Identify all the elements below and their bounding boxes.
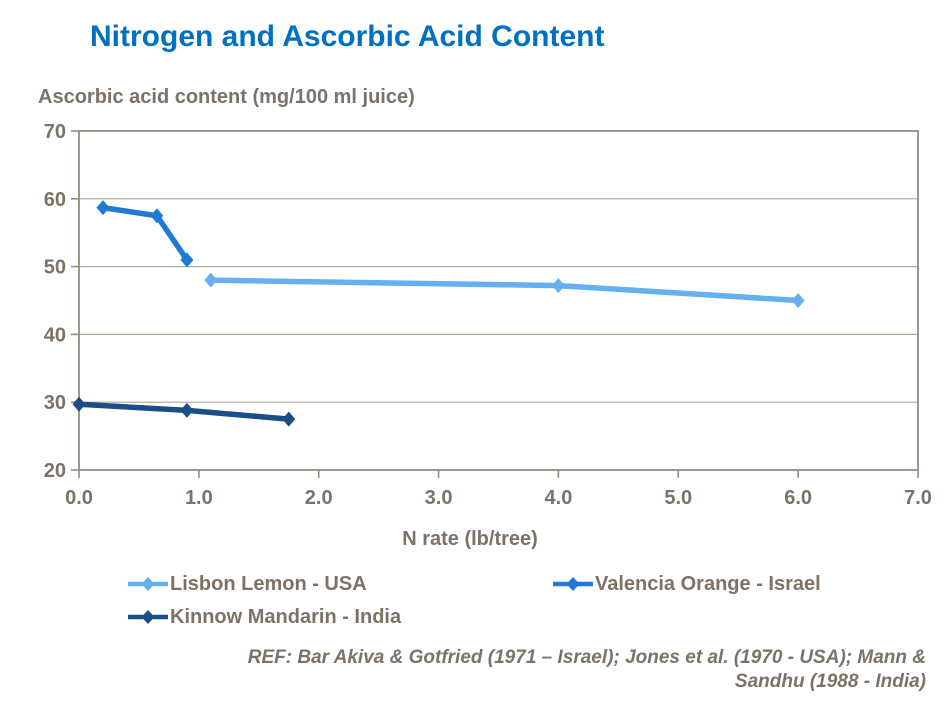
chart-title: Nitrogen and Ascorbic Acid Content [90,20,605,53]
legend-label: Valencia Orange - Israel [595,572,821,595]
legend-item-valencia-orange: Valencia Orange - Israel [553,570,821,598]
x-tick-label: 6.0 [784,487,812,509]
x-tick-label: 5.0 [664,487,692,509]
data-point-marker [791,293,805,308]
data-point-marker [150,208,164,224]
legend-item-kinnow-mandarin: Kinnow Mandarin - India [128,603,553,631]
series-line [100,204,190,263]
data-point-marker [96,200,110,216]
y-tick-label: 60 [44,189,66,211]
y-tick-label: 50 [44,257,66,279]
legend-marker-icon [128,577,168,591]
plot-border [78,130,919,471]
chart-legend: Lisbon Lemon - USA Valencia Orange - Isr… [128,570,821,631]
legend-label: Lisbon Lemon - USA [170,572,367,595]
data-point-marker [282,411,296,427]
legend-label: Kinnow Mandarin - India [170,605,402,628]
x-tick-label: 0.0 [65,487,93,509]
legend-item-lisbon-lemon: Lisbon Lemon - USA [128,570,553,598]
reference-line-1: REF: Bar Akiva & Gotfried (1971 – Israel… [247,647,926,668]
series-0 [204,272,805,308]
data-point-marker [551,278,565,294]
x-axis-title: N rate (lb/tree) [402,528,538,550]
y-axis-title: Ascorbic acid content (mg/100 ml juice) [38,86,415,108]
series-2 [72,396,296,427]
data-point-marker [180,402,194,418]
x-tick-label: 3.0 [425,487,453,509]
legend-marker-icon [128,610,168,624]
data-point-marker [180,252,194,268]
series-line [208,277,801,304]
legend-marker-icon [553,577,593,591]
data-point-marker [204,272,218,288]
x-tick-label: 1.0 [185,487,213,509]
x-tick-label: 7.0 [904,487,932,509]
x-tick-label: 4.0 [545,487,573,509]
reference-citation: REF: Bar Akiva & Gotfried (1971 – Israel… [96,646,926,694]
y-tick-label: 30 [44,392,66,414]
data-point-marker [72,396,86,412]
y-tick-label: 70 [44,121,66,143]
y-tick-label: 40 [44,324,66,346]
series-1 [96,200,194,268]
line-chart-plot-area: 20 30 40 50 60 70 0.0 1.0 2.0 3.0 4.0 5.0 6.0 7.0 [44,121,932,509]
x-tick-label: 2.0 [305,487,333,509]
reference-line-2: Sandhu (1988 - India) [734,671,926,692]
y-tick-label: 20 [44,460,66,482]
